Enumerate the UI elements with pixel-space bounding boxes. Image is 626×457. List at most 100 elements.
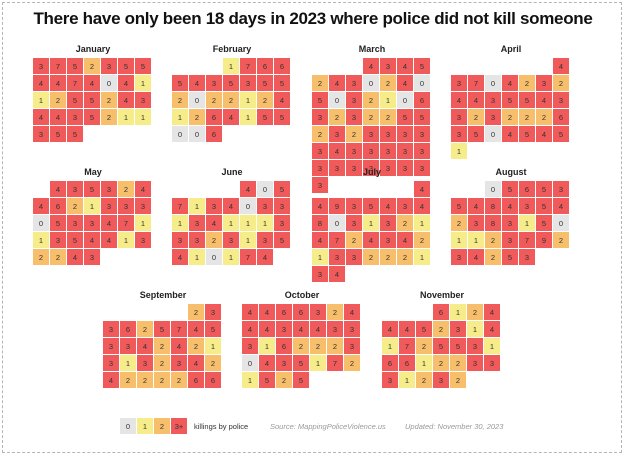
month-label-june: June	[221, 167, 243, 177]
day-cell-july-26: 2	[363, 249, 379, 265]
day-cell-february-17: 2	[257, 92, 273, 108]
day-cell-january-3: 5	[67, 58, 83, 74]
day-cell-november-11: 4	[484, 321, 500, 337]
day-cell-april-21: 2	[536, 109, 552, 125]
day-cell-march-12: 5	[312, 92, 328, 108]
day-cell-october-32: 5	[293, 372, 309, 388]
day-cell-march-8: 0	[363, 75, 379, 91]
day-cell-october-25: 5	[293, 355, 309, 371]
day-cell-february-21: 6	[206, 109, 222, 125]
day-cell-april-17: 2	[468, 109, 484, 125]
day-cell-march-2: 3	[380, 58, 396, 74]
day-cell-march-30: 3	[380, 126, 396, 142]
day-cell-june-28: 1	[223, 249, 239, 265]
day-cell-april-2: 3	[451, 75, 467, 91]
day-cell-august-1: 0	[485, 181, 501, 197]
day-cell-may-15: 5	[50, 215, 66, 231]
day-cell-february-9: 3	[240, 75, 256, 91]
day-cell-february-4: 6	[274, 58, 290, 74]
legend-label: killings by police	[194, 422, 249, 431]
day-cell-april-10: 4	[468, 92, 484, 108]
day-cell-july-28: 2	[397, 249, 413, 265]
legend-swatch-1: 1	[137, 418, 153, 434]
day-cell-october-9: 4	[259, 321, 275, 337]
day-cell-february-15: 2	[223, 92, 239, 108]
day-cell-august-5: 3	[553, 181, 569, 197]
day-cell-august-10: 3	[519, 198, 535, 214]
day-cell-july-7: 3	[397, 198, 413, 214]
day-cell-october-23: 4	[259, 355, 275, 371]
day-cell-january-8: 4	[33, 75, 49, 91]
day-cell-may-12: 3	[118, 198, 134, 214]
day-cell-january-27: 1	[118, 109, 134, 125]
day-cell-august-9: 4	[502, 198, 518, 214]
day-cell-april-26: 4	[502, 126, 518, 142]
day-cell-july-21: 4	[397, 232, 413, 248]
day-cell-november-19: 6	[382, 355, 398, 371]
day-cell-march-7: 3	[346, 75, 362, 91]
day-cell-june-3: 5	[274, 181, 290, 197]
day-cell-january-6: 5	[118, 58, 134, 74]
day-cell-september-13: 2	[154, 338, 170, 354]
day-cell-august-24: 7	[519, 232, 535, 248]
day-cell-september-25: 2	[120, 372, 136, 388]
day-cell-august-2: 5	[502, 181, 518, 197]
day-cell-june-20: 2	[206, 232, 222, 248]
day-cell-august-27: 3	[451, 249, 467, 265]
day-cell-october-15: 3	[242, 338, 258, 354]
day-cell-september-21: 3	[171, 355, 187, 371]
day-cell-june-12: 3	[189, 215, 205, 231]
day-cell-october-11: 4	[293, 321, 309, 337]
day-cell-june-24: 5	[274, 232, 290, 248]
month-label-april: April	[500, 44, 522, 54]
day-cell-january-22: 4	[33, 109, 49, 125]
day-cell-march-37: 3	[380, 143, 396, 159]
day-cell-july-10: 0	[329, 215, 345, 231]
day-cell-july-20: 3	[380, 232, 396, 248]
day-cell-april-27: 5	[519, 126, 535, 142]
day-cell-july-11: 3	[346, 215, 362, 231]
day-cell-july-19: 4	[363, 232, 379, 248]
day-cell-january-12: 0	[101, 75, 117, 91]
day-cell-october-4: 6	[293, 304, 309, 320]
day-cell-june-15: 1	[240, 215, 256, 231]
day-cell-february-20: 2	[189, 109, 205, 125]
day-cell-august-12: 4	[553, 198, 569, 214]
day-cell-february-12: 2	[172, 92, 188, 108]
day-cell-september-6: 5	[154, 321, 170, 337]
day-cell-march-16: 1	[380, 92, 396, 108]
day-cell-july-17: 7	[329, 232, 345, 248]
day-cell-august-30: 5	[502, 249, 518, 265]
day-cell-july-5: 5	[363, 198, 379, 214]
day-cell-may-10: 1	[84, 198, 100, 214]
day-cell-may-17: 3	[84, 215, 100, 231]
day-cell-november-10: 1	[467, 321, 483, 337]
day-cell-july-13: 3	[380, 215, 396, 231]
month-label-january: January	[75, 44, 111, 54]
day-cell-march-13: 0	[329, 92, 345, 108]
day-cell-august-23: 3	[502, 232, 518, 248]
day-cell-july-30: 3	[312, 266, 328, 282]
day-cell-june-11: 1	[172, 215, 188, 231]
day-cell-april-5: 4	[502, 75, 518, 91]
month-label-july: July	[362, 167, 381, 177]
day-cell-november-18: 1	[484, 338, 500, 354]
chart-frame	[2, 2, 622, 453]
day-cell-march-24: 5	[397, 109, 413, 125]
day-cell-february-14: 2	[206, 92, 222, 108]
day-cell-november-13: 7	[399, 338, 415, 354]
day-cell-september-26: 2	[137, 372, 153, 388]
day-cell-march-20: 2	[329, 109, 345, 125]
day-cell-july-6: 4	[380, 198, 396, 214]
day-cell-september-22: 4	[188, 355, 204, 371]
day-cell-november-15: 5	[433, 338, 449, 354]
day-cell-march-17: 0	[397, 92, 413, 108]
day-cell-july-2: 4	[312, 198, 328, 214]
day-cell-march-23: 2	[380, 109, 396, 125]
day-cell-february-16: 1	[240, 92, 256, 108]
day-cell-april-15: 3	[553, 92, 569, 108]
day-cell-july-12: 1	[363, 215, 379, 231]
day-cell-november-21: 1	[416, 355, 432, 371]
day-cell-june-22: 1	[240, 232, 256, 248]
day-cell-february-19: 1	[172, 109, 188, 125]
